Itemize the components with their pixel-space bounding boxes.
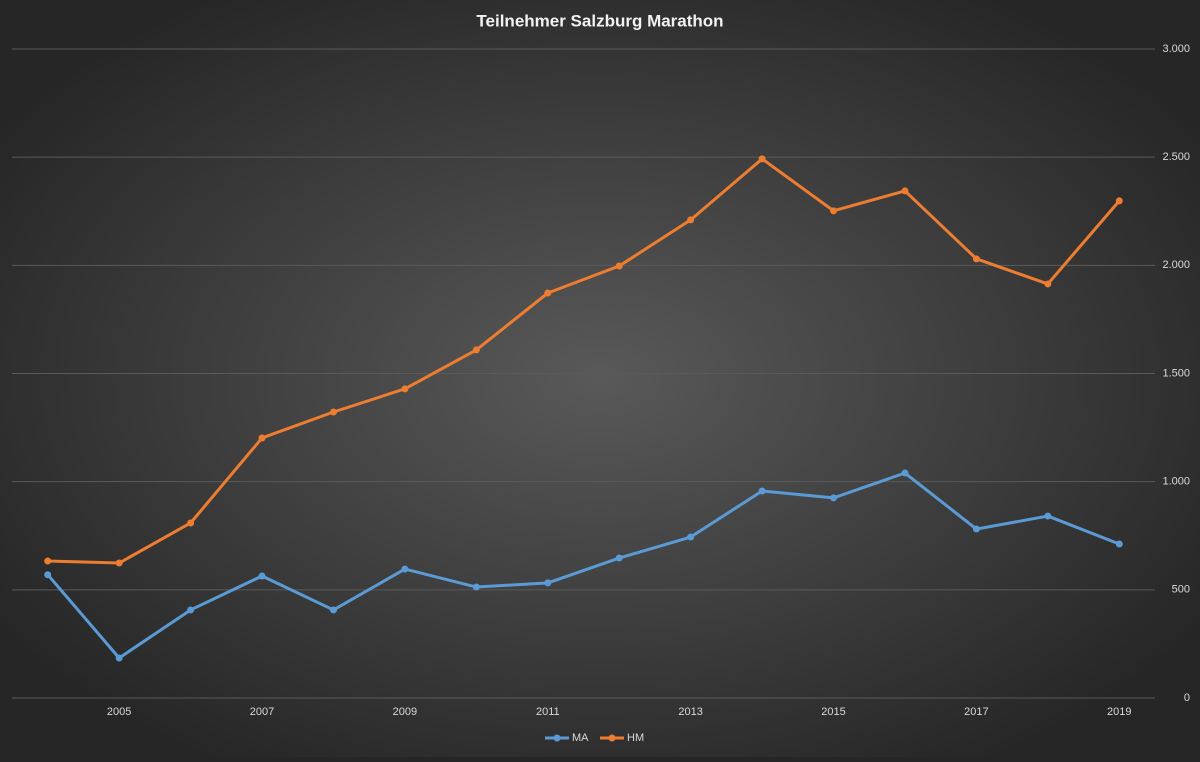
data-point <box>758 155 766 163</box>
data-point <box>1044 512 1052 520</box>
x-tick-label: 2013 <box>678 706 702 718</box>
x-tick-label: 2009 <box>393 706 417 718</box>
series-line <box>46 471 1120 660</box>
data-point <box>472 583 480 591</box>
data-point <box>44 571 52 579</box>
data-point <box>615 262 623 270</box>
data-point <box>1115 197 1123 205</box>
y-tick-label: 1.500 <box>1162 367 1190 379</box>
y-tick-label: 3.000 <box>1162 43 1190 55</box>
legend-label: HM <box>627 732 644 744</box>
data-point <box>758 487 766 495</box>
data-point <box>401 565 409 573</box>
data-point <box>972 525 980 533</box>
data-point <box>687 216 695 224</box>
data-point <box>1044 280 1052 288</box>
data-point <box>401 385 409 393</box>
data-point <box>329 408 337 416</box>
data-point <box>258 572 266 580</box>
x-tick-label: 2011 <box>536 706 560 718</box>
data-point <box>901 187 909 195</box>
data-point <box>115 654 123 662</box>
y-tick-label: 500 <box>1172 584 1190 596</box>
data-point <box>830 494 838 502</box>
y-tick-label: 0 <box>1184 692 1190 704</box>
series-line <box>47 157 1121 565</box>
legend-marker <box>608 734 616 742</box>
legend-label: MA <box>572 732 589 744</box>
y-tick-label: 2.500 <box>1162 151 1190 163</box>
data-point <box>44 557 52 565</box>
data-point <box>972 255 980 263</box>
x-tick-label: 2019 <box>1107 706 1131 718</box>
x-tick-label: 2015 <box>821 706 845 718</box>
data-point <box>901 469 909 477</box>
data-point <box>544 579 552 587</box>
data-point <box>1115 540 1123 548</box>
data-point <box>472 346 480 354</box>
chart-title: Teilnehmer Salzburg Marathon <box>476 11 723 30</box>
data-point <box>258 434 266 442</box>
data-point <box>830 207 838 215</box>
data-point <box>615 554 623 562</box>
data-point <box>329 606 337 614</box>
y-tick-label: 2.000 <box>1162 259 1190 271</box>
data-point <box>187 519 195 527</box>
x-tick-label: 2005 <box>107 706 131 718</box>
y-tick-label: 1.000 <box>1162 476 1190 488</box>
legend-marker <box>553 734 561 742</box>
data-point <box>544 289 552 297</box>
x-tick-label: 2017 <box>964 706 988 718</box>
x-tick-label: 2007 <box>250 706 274 718</box>
data-point <box>187 606 195 614</box>
data-point <box>115 559 123 567</box>
data-point <box>687 533 695 541</box>
